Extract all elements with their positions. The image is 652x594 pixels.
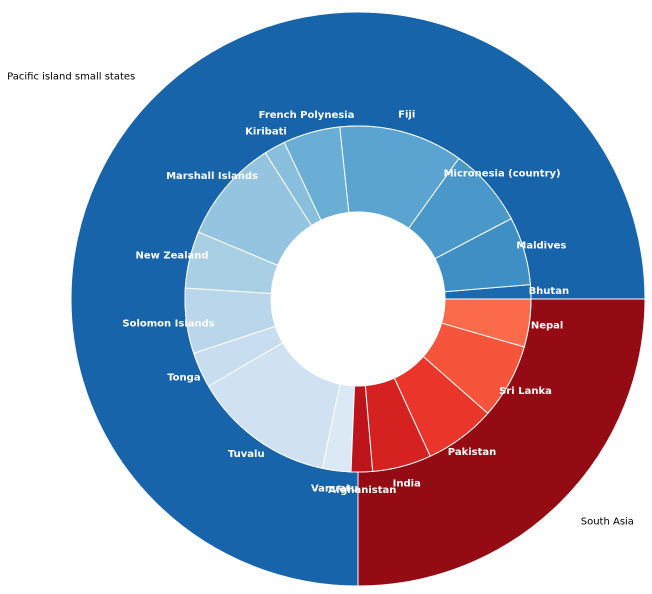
label-maldives: Maldives (516, 241, 566, 252)
label-afghanistan: Afghanistan (328, 485, 396, 496)
label-pakistan: Pakistan (448, 447, 497, 458)
label-fiji: Fiji (398, 109, 415, 120)
label-french-polynesia: French Polynesia (259, 110, 355, 121)
label-tonga: Tonga (167, 373, 200, 384)
label-solomon-islands: Solomon Islands (122, 318, 214, 329)
label-kiribati: Kiribati (245, 127, 287, 138)
label-india: India (393, 479, 421, 490)
wedge-nepal (440, 298, 532, 348)
label-sri-lanka: Sri Lanka (499, 386, 552, 397)
label-new-zealand: New Zealand (135, 251, 208, 262)
label-south-asia: South Asia (581, 517, 634, 528)
outer-ring (70, 11, 646, 587)
outer-labels: Pacific island small states South Asia (7, 71, 634, 527)
label-vanuatu: Vanuatu (311, 484, 358, 495)
label-pacific-island-small-states: Pacific island small states (7, 71, 135, 82)
label-tuvalu: Tuvalu (228, 449, 265, 460)
inner-ring (184, 125, 532, 473)
label-nepal: Nepal (531, 321, 564, 332)
inner-labels: Bhutan Maldives Micronesia (country) Fiji Fr… (122, 109, 569, 496)
label-bhutan: Bhutan (529, 286, 570, 297)
label-micronesia-country: Micronesia (country) (444, 169, 561, 180)
label-marshall-islands: Marshall Islands (166, 171, 258, 182)
